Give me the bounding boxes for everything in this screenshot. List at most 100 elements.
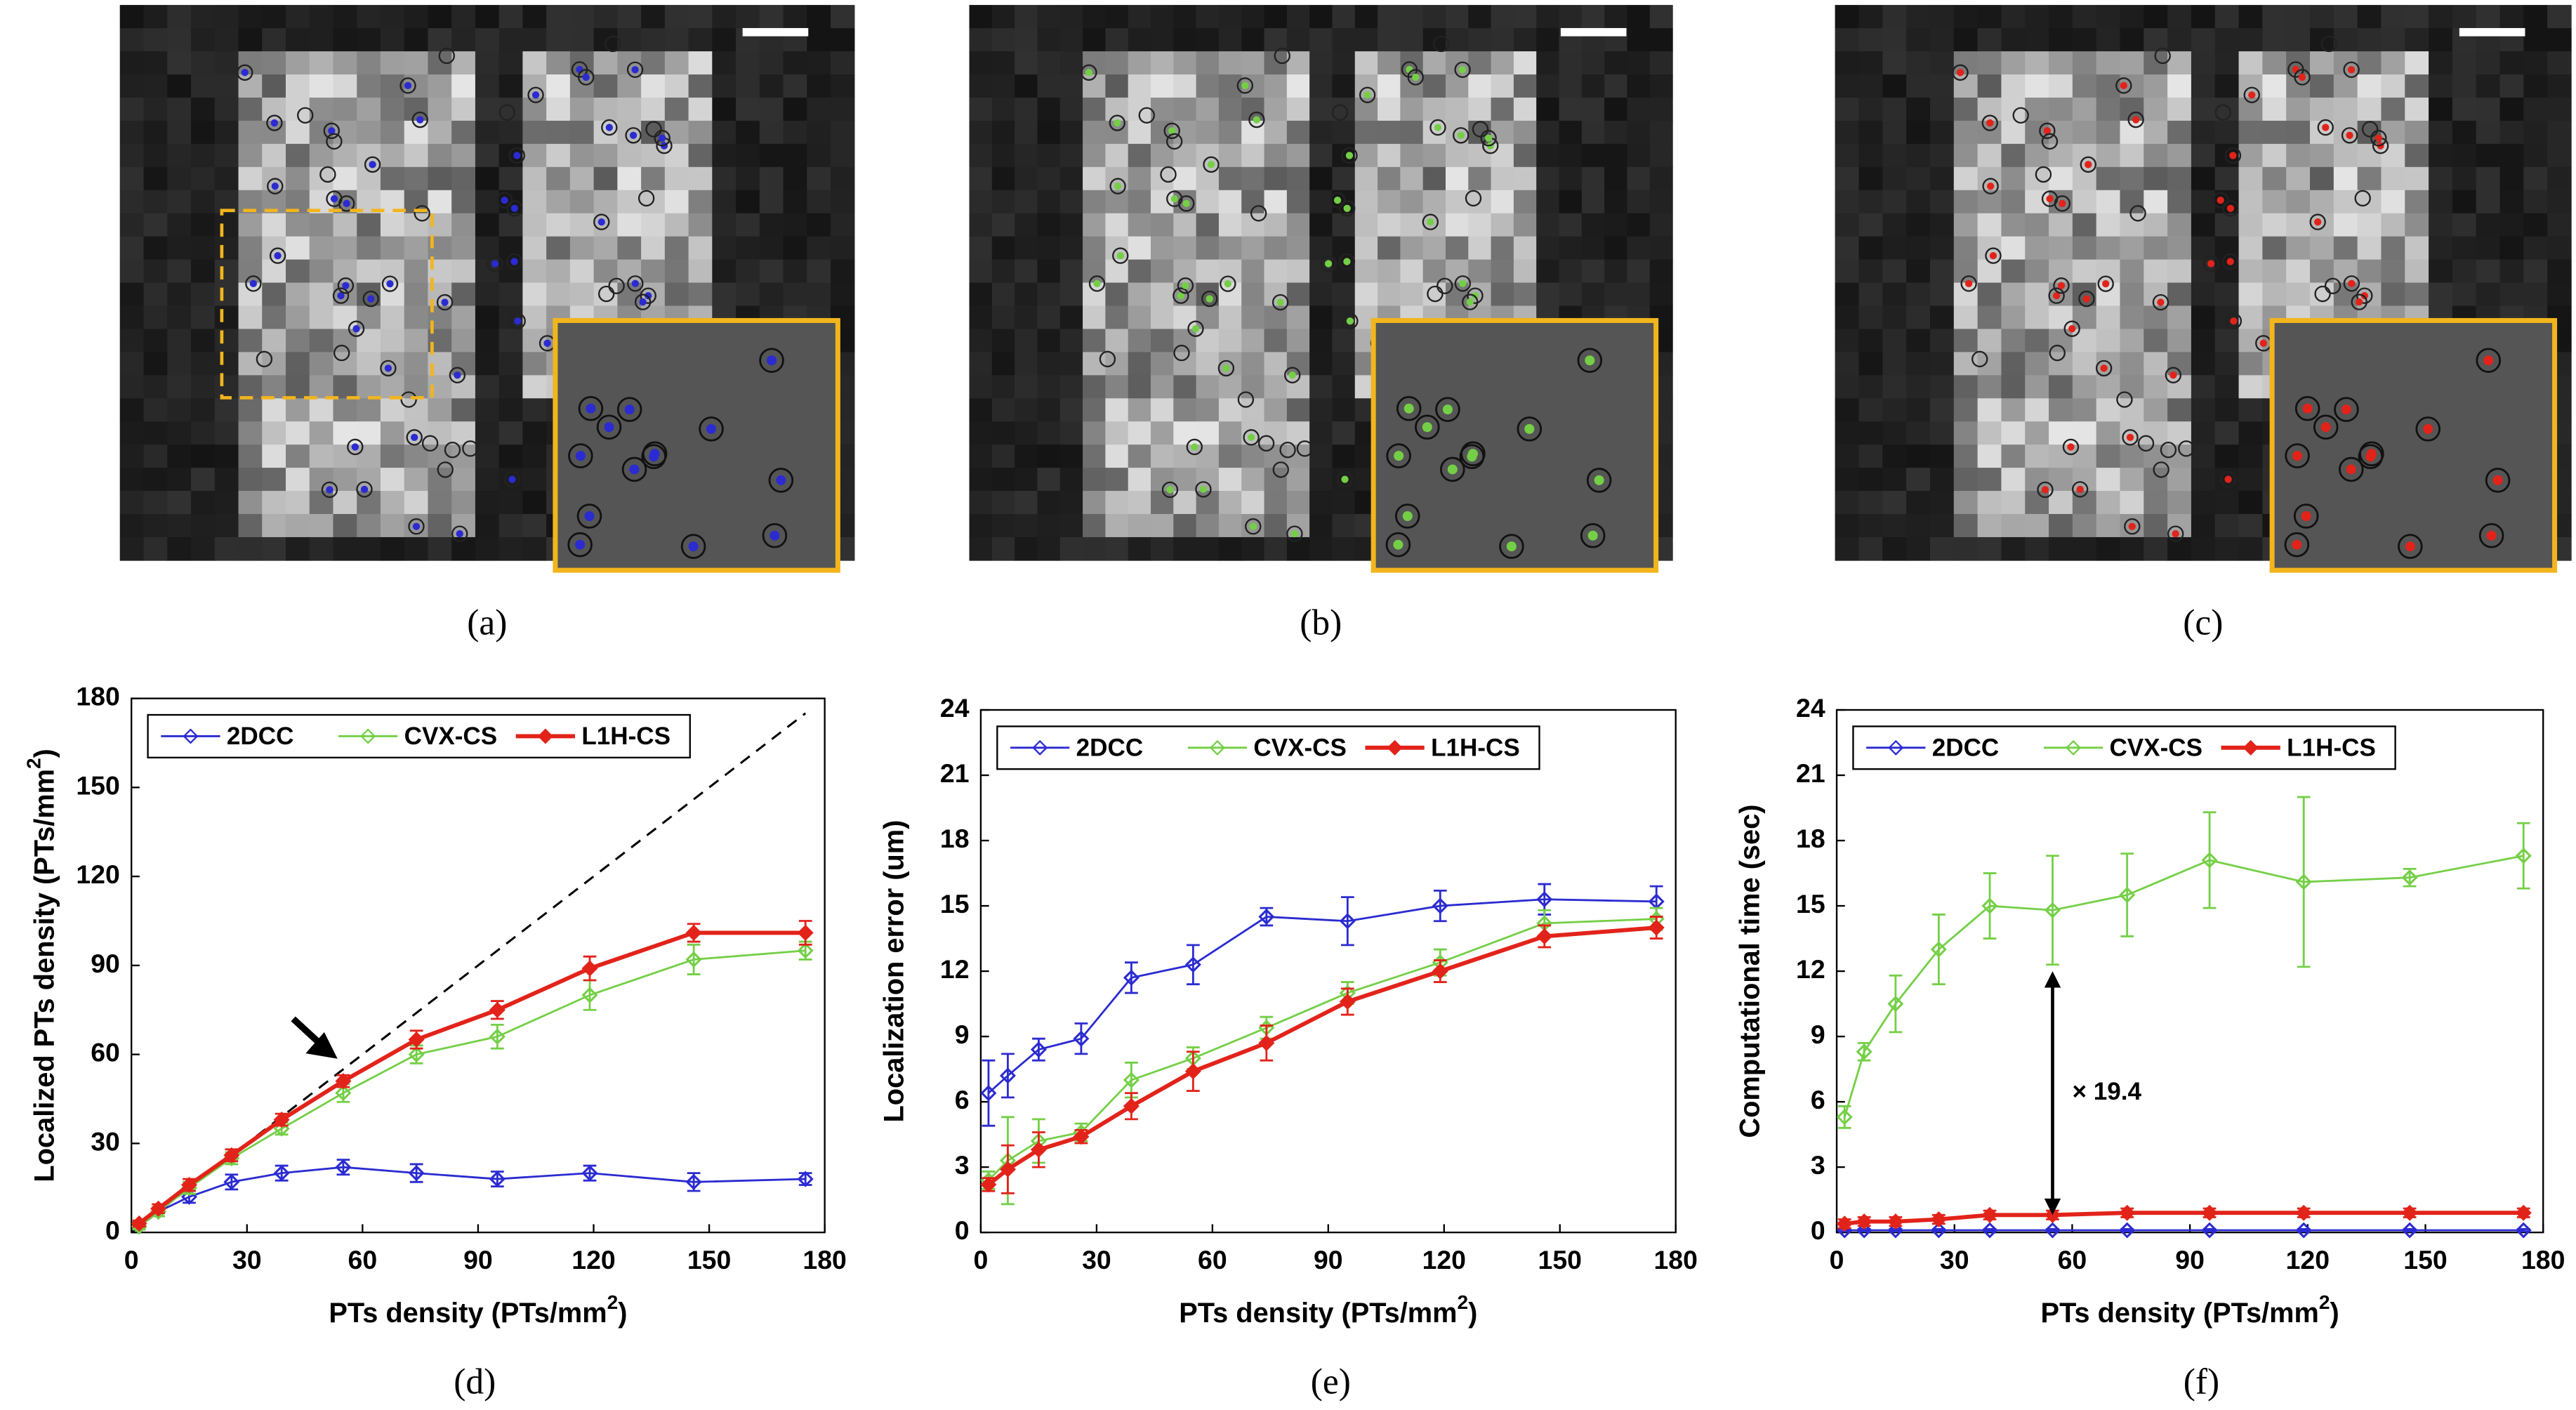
pixel — [2357, 166, 2382, 191]
pixel — [1536, 259, 1560, 284]
pixel — [1977, 352, 2002, 376]
pixel — [1173, 514, 1197, 538]
pixel — [593, 74, 619, 98]
detection — [1085, 69, 1093, 77]
pixel — [143, 120, 168, 145]
pixel — [1332, 282, 1356, 307]
marker — [2044, 902, 2061, 918]
pixel — [2072, 97, 2097, 121]
pixel — [1858, 282, 1884, 307]
pixel — [1332, 491, 1356, 515]
particle — [577, 69, 595, 86]
pixel — [969, 514, 993, 538]
pixel — [2262, 166, 2287, 191]
pixel — [498, 536, 524, 561]
particle — [1257, 435, 1275, 452]
pixel — [1882, 329, 1907, 353]
particle — [503, 470, 521, 488]
pixel — [1286, 74, 1310, 98]
pixel — [522, 514, 547, 538]
pixel — [1977, 398, 2002, 422]
pixel — [688, 97, 713, 121]
inset-particle — [2293, 503, 2319, 529]
detection — [369, 161, 376, 169]
pixel — [1953, 305, 1979, 330]
inset-particle — [2294, 395, 2320, 421]
pixel — [522, 120, 547, 145]
inset-particle — [616, 397, 642, 422]
pixel — [1309, 120, 1333, 145]
pixel — [1882, 468, 1907, 492]
pixel — [2191, 5, 2216, 29]
detection — [1986, 119, 1994, 127]
pixel — [1649, 282, 1673, 307]
pixel — [1882, 305, 1907, 330]
pixel — [119, 514, 145, 538]
pixel — [569, 236, 595, 261]
detection — [501, 196, 508, 204]
pixel — [1128, 468, 1151, 492]
marker — [1856, 1222, 1872, 1239]
pixel — [664, 51, 689, 75]
pixel — [2096, 352, 2121, 376]
pixel — [2025, 352, 2049, 376]
y-tick-label: 18 — [1796, 824, 1825, 853]
pixel — [167, 236, 192, 261]
pixel — [1218, 5, 1242, 29]
pixel — [404, 375, 429, 400]
detection — [411, 433, 418, 442]
pixel — [309, 74, 334, 98]
pixel — [1083, 305, 1107, 330]
pixel — [2167, 305, 2192, 330]
pixel — [2547, 28, 2572, 52]
pixel — [1929, 398, 1955, 422]
marker — [335, 1085, 352, 1102]
pixel — [2238, 51, 2264, 75]
pixel — [143, 236, 168, 261]
pixel — [2191, 491, 2216, 515]
pixel — [593, 51, 619, 75]
pixel — [238, 468, 263, 492]
pixel — [2476, 143, 2501, 168]
pixel — [2096, 468, 2121, 492]
pixel — [1977, 468, 2002, 492]
pixel — [1059, 259, 1083, 284]
particle — [638, 190, 655, 207]
detection — [1459, 279, 1467, 287]
particle — [2354, 190, 2371, 207]
pixel — [309, 352, 334, 376]
pixel — [1929, 491, 1955, 515]
pixel — [1977, 97, 2002, 121]
detection — [639, 298, 647, 306]
pixel — [475, 468, 500, 492]
pixel — [428, 120, 452, 145]
pixel — [357, 143, 381, 168]
pixel — [1977, 259, 2002, 284]
pixel — [2238, 468, 2264, 492]
pixel — [1059, 51, 1083, 75]
pixel — [238, 143, 263, 168]
y-tick-label: 3 — [1811, 1150, 1825, 1180]
pixel — [380, 491, 405, 515]
pixel — [1559, 213, 1583, 237]
x-tick-label: 30 — [232, 1245, 262, 1274]
pixel — [736, 5, 760, 29]
pixel — [759, 259, 784, 284]
legend-label: 2DCC — [1076, 734, 1144, 761]
pixel — [119, 51, 145, 75]
pixel — [2214, 329, 2240, 353]
pixel — [1196, 236, 1220, 261]
y-tick-label: 12 — [1796, 954, 1825, 984]
particle — [2351, 294, 2367, 310]
pixel — [1977, 143, 2002, 168]
detection — [1427, 218, 1434, 226]
pixel — [404, 143, 429, 168]
pixel — [191, 352, 216, 376]
pixel — [1835, 491, 1860, 515]
pixel — [309, 536, 334, 561]
pixel — [1491, 74, 1514, 98]
particle — [2062, 438, 2080, 456]
pixel — [736, 97, 760, 121]
pixel — [969, 259, 993, 284]
